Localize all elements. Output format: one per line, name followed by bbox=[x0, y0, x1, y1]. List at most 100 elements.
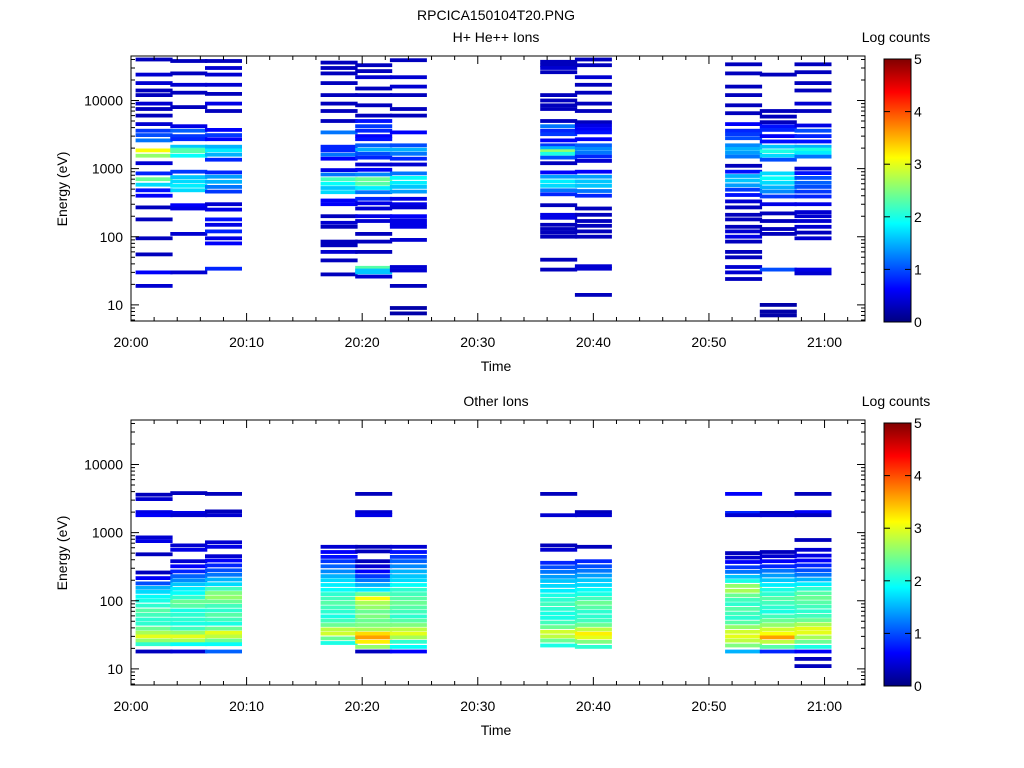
spectrogram-cell bbox=[540, 629, 578, 634]
spectrogram-cell bbox=[389, 614, 427, 619]
spectrogram-cell bbox=[355, 649, 393, 654]
spectrogram-cell bbox=[320, 596, 358, 601]
spectrogram-cell bbox=[389, 583, 427, 587]
spectrogram-cell bbox=[540, 547, 578, 552]
spectrogram-cell bbox=[170, 569, 208, 574]
x-tick-label: 20:40 bbox=[576, 698, 611, 714]
spectrogram-cell bbox=[205, 642, 242, 647]
hplus-heplus-ions-panel: H+ He++ Ions Log counts 20:00 20:10 20:20 2… bbox=[54, 29, 930, 374]
spectrogram-cell bbox=[574, 266, 612, 271]
spectrogram-cell bbox=[135, 188, 173, 193]
spectrogram-cell bbox=[355, 574, 393, 578]
spectrogram-cell bbox=[320, 93, 358, 97]
spectrogram-cell bbox=[205, 152, 242, 157]
spectrogram-cell bbox=[205, 82, 242, 87]
spectrogram-cell bbox=[205, 133, 242, 137]
spectrogram-cell bbox=[725, 598, 763, 602]
spectrogram-cell bbox=[135, 113, 173, 118]
spectrogram-cell bbox=[759, 313, 797, 318]
spectrogram-cell bbox=[135, 205, 173, 210]
spectrogram-cell bbox=[135, 608, 173, 613]
spectrogram-cell bbox=[355, 186, 393, 190]
spectrogram-cell bbox=[540, 132, 578, 137]
y-axis-label: Energy (eV) bbox=[54, 516, 70, 591]
spectrogram-cell bbox=[794, 538, 832, 542]
spectrogram-cell bbox=[205, 207, 242, 212]
spectrogram-cell bbox=[759, 550, 797, 554]
spectrogram-cell bbox=[389, 202, 427, 207]
spectrogram-cell bbox=[794, 558, 832, 563]
spectrogram-cell bbox=[725, 187, 763, 192]
spectrogram-cell bbox=[725, 560, 763, 564]
spectrogram-cell bbox=[135, 81, 173, 85]
spectrogram-cell bbox=[759, 605, 797, 610]
spectrogram-cell bbox=[355, 113, 393, 118]
figure-title: RPCICA150104T20.PNG bbox=[417, 7, 575, 23]
spectrogram-cell bbox=[540, 579, 578, 583]
spectrogram-cell bbox=[574, 120, 612, 125]
spectrogram-cell bbox=[574, 82, 612, 87]
x-axis-label: Time bbox=[481, 358, 512, 374]
spectrogram-cell bbox=[135, 72, 173, 77]
spectrogram-cell bbox=[759, 614, 797, 619]
spectrogram-cell bbox=[759, 180, 797, 185]
spectrogram-cell bbox=[794, 88, 832, 93]
spectrogram-cell bbox=[540, 565, 578, 570]
spectrogram-cell bbox=[540, 638, 578, 643]
spectrogram-cell bbox=[725, 151, 763, 155]
spectrogram-cell bbox=[170, 203, 208, 208]
spectrogram-cell bbox=[725, 128, 763, 133]
spectrogram-cell bbox=[135, 128, 173, 133]
spectrogram-cell bbox=[574, 592, 612, 596]
spectrogram-cell bbox=[540, 492, 578, 496]
spectrogram-cell bbox=[389, 176, 427, 180]
spectrogram-cell bbox=[355, 86, 393, 91]
spectrogram-cell bbox=[540, 643, 578, 648]
spectrogram-cell bbox=[574, 137, 612, 142]
spectrogram-cell bbox=[355, 564, 393, 569]
spectrogram-cell bbox=[170, 169, 208, 174]
spectrogram-cell bbox=[759, 554, 797, 559]
spectrogram-cell bbox=[355, 219, 393, 223]
spectrogram-cell bbox=[389, 171, 427, 176]
spectrogram-cell bbox=[725, 62, 763, 67]
spectrogram-cell bbox=[759, 568, 797, 573]
spectrogram-cell bbox=[320, 272, 358, 277]
spectrogram-cell bbox=[389, 224, 427, 229]
spectrogram-cell bbox=[355, 124, 393, 129]
spectrogram-cell bbox=[794, 210, 832, 214]
spectrogram-cell bbox=[794, 586, 832, 591]
spectrogram-cell bbox=[540, 183, 578, 188]
spectrogram-cell bbox=[725, 611, 763, 616]
spectrogram-cell bbox=[170, 621, 208, 626]
spectrogram-cell bbox=[389, 311, 427, 316]
spectrogram-cell bbox=[205, 189, 242, 194]
spectrogram-cell bbox=[135, 539, 173, 543]
spectrogram-cell bbox=[320, 214, 358, 219]
spectrogram-cell bbox=[794, 513, 832, 518]
spectrogram-cell bbox=[320, 172, 358, 177]
spectrogram-cell bbox=[205, 572, 242, 577]
spectrogram-cell bbox=[170, 137, 208, 142]
spectrogram-cell bbox=[540, 611, 578, 616]
spectrogram-cell bbox=[170, 232, 208, 236]
spectrogram-cell bbox=[389, 544, 427, 549]
spectrogram-cell bbox=[205, 59, 242, 63]
spectrogram-cell bbox=[540, 543, 578, 548]
x-tick-label: 20:20 bbox=[345, 334, 380, 350]
spectrogram-cell bbox=[170, 128, 208, 133]
spectrogram-cell bbox=[759, 596, 797, 601]
spectrogram-cell bbox=[135, 513, 173, 518]
spectrogram-cell bbox=[205, 170, 242, 175]
spectrogram-cell bbox=[725, 199, 763, 204]
spectrogram-cell bbox=[320, 623, 358, 627]
spectrogram-cell bbox=[759, 627, 797, 632]
spectrogram-cell bbox=[725, 163, 763, 168]
spectrogram-cell bbox=[725, 629, 763, 634]
spectrogram-cell bbox=[320, 636, 358, 641]
spectrogram-cell bbox=[355, 75, 393, 80]
spectrogram-cell bbox=[759, 623, 797, 627]
colorbar-label: Log counts bbox=[862, 29, 931, 45]
spectrogram-cell bbox=[725, 638, 763, 643]
spectrogram-cell bbox=[320, 177, 358, 182]
